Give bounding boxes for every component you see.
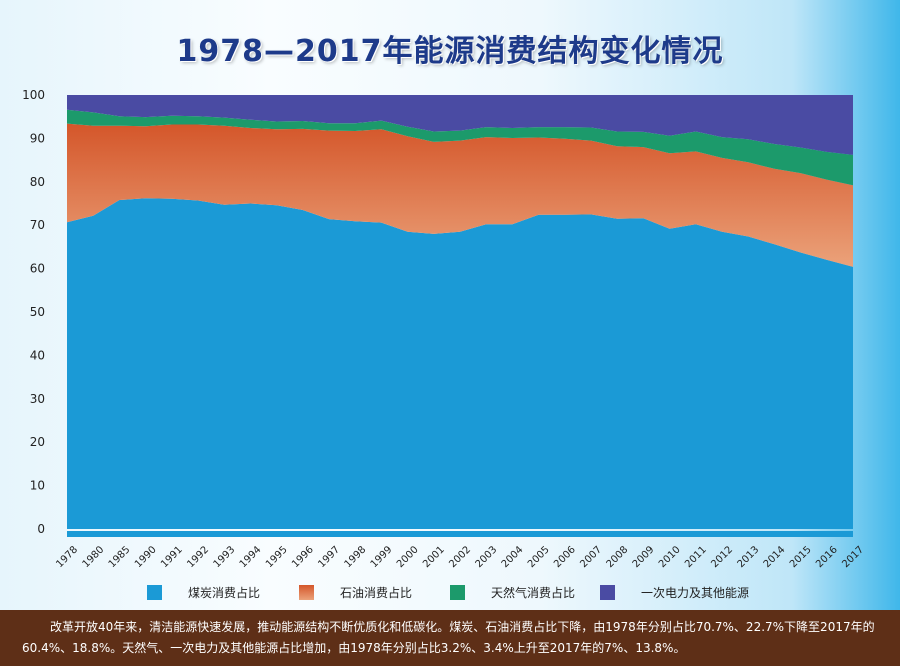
x-axis: 1978 1980 1985 1990 1991 1992 1993 1994 1995 1996… <box>54 531 866 570</box>
y-tick-label: 20 <box>30 435 45 449</box>
y-tick-label: 80 <box>30 175 45 189</box>
x-axis-band <box>67 531 853 537</box>
series-area-coal <box>67 198 853 530</box>
legend-item-other: 一次电力及其他能源 <box>600 582 749 602</box>
x-tick-label: 2007 <box>578 544 604 570</box>
legend-swatch-coal <box>147 584 162 600</box>
x-tick-label: 1993 <box>212 544 238 570</box>
x-tick-label: 2001 <box>421 544 447 570</box>
y-tick-label: 50 <box>30 305 45 319</box>
legend-label-gas: 天然气消费占比 <box>491 585 576 600</box>
x-tick-label: 2002 <box>447 544 473 570</box>
legend-item-gas: 天然气消费占比 <box>450 582 575 602</box>
x-tick-label: 2006 <box>552 544 578 570</box>
series-area-other <box>67 95 853 155</box>
legend-label-oil: 石油消费占比 <box>340 585 413 600</box>
y-tick-label: 30 <box>30 392 45 406</box>
x-tick-label: 2011 <box>683 544 709 570</box>
x-tick-label: 1990 <box>133 544 159 570</box>
legend: 煤炭消费占比 石油消费占比 天然气消费占比 一次电力及其他能源 <box>0 582 900 602</box>
x-tick-label: 1992 <box>185 544 211 570</box>
x-tick-label: 1997 <box>316 544 342 570</box>
x-tick-label: 2000 <box>395 544 421 570</box>
y-tick-label: 0 <box>37 522 45 536</box>
x-tick-label: 2004 <box>500 544 526 570</box>
y-tick-label: 70 <box>30 218 45 232</box>
legend-swatch-oil <box>299 584 314 600</box>
x-tick-label: 2017 <box>840 544 866 570</box>
x-tick-label: 1995 <box>264 544 290 570</box>
legend-swatch-gas <box>450 584 465 600</box>
series-area-gas <box>67 109 853 186</box>
x-tick-label: 1998 <box>343 544 369 570</box>
chart-title: 1978—2017年能源消费结构变化情况 <box>176 34 724 69</box>
legend-label-other: 一次电力及其他能源 <box>641 585 750 600</box>
y-tick-label: 60 <box>30 262 45 276</box>
x-tick-label: 2015 <box>788 544 814 570</box>
footer-text: 改革开放40年来，清洁能源快速发展，推动能源结构不断优质化和低碳化。煤炭、石油消… <box>22 620 875 655</box>
legend-item-oil: 石油消费占比 <box>299 582 412 602</box>
x-tick-label: 2009 <box>631 544 657 570</box>
x-tick-label: 1991 <box>159 544 185 570</box>
x-tick-label: 1978 <box>54 544 80 570</box>
series-area-oil <box>67 123 853 267</box>
y-tick-label: 90 <box>30 131 45 145</box>
x-tick-label: 1994 <box>238 544 264 570</box>
y-tick-label: 100 <box>22 88 45 102</box>
x-tick-label: 2012 <box>709 544 735 570</box>
legend-label-coal: 煤炭消费占比 <box>188 585 261 600</box>
x-tick-label: 1996 <box>290 544 316 570</box>
y-axis: 0 10 20 30 40 50 60 70 80 90 100 <box>22 88 45 536</box>
x-tick-label: 2003 <box>474 544 500 570</box>
x-tick-label: 2016 <box>814 544 840 570</box>
area-layer <box>67 95 853 530</box>
y-tick-label: 40 <box>30 348 45 362</box>
x-tick-label: 2013 <box>736 544 762 570</box>
x-tick-label: 2008 <box>605 544 631 570</box>
x-tick-label: 1980 <box>81 544 107 570</box>
legend-item-coal: 煤炭消费占比 <box>147 582 260 602</box>
x-tick-label: 2014 <box>762 544 788 570</box>
y-tick-label: 10 <box>30 479 45 493</box>
x-tick-label: 2005 <box>526 544 552 570</box>
footer-note: 改革开放40年来，清洁能源快速发展，推动能源结构不断优质化和低碳化。煤炭、石油消… <box>0 610 900 666</box>
x-tick-label: 2010 <box>657 544 683 570</box>
x-tick-label: 1999 <box>369 544 395 570</box>
x-tick-label: 1985 <box>107 544 133 570</box>
legend-swatch-other <box>600 584 615 600</box>
